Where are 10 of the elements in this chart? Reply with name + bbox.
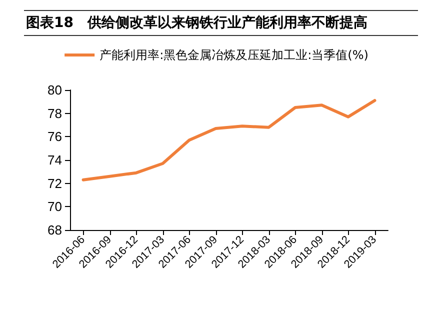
legend-label: 产能利用率:黑色金属冶炼及压延加工业:当季值(%)	[100, 48, 368, 62]
y-tick-label: 76	[48, 129, 62, 144]
y-tick-label: 74	[48, 152, 62, 168]
y-tick-label: 72	[48, 176, 62, 191]
line-series	[82, 99, 376, 182]
y-tick-label: 70	[48, 199, 62, 214]
y-tick-label: 80	[48, 82, 62, 98]
y-tick-label: 78	[48, 106, 62, 121]
chart-title: 图表18 供给侧改革以来钢铁行业产能利用率不断提高	[24, 10, 418, 36]
y-tick-label: 68	[48, 222, 62, 238]
